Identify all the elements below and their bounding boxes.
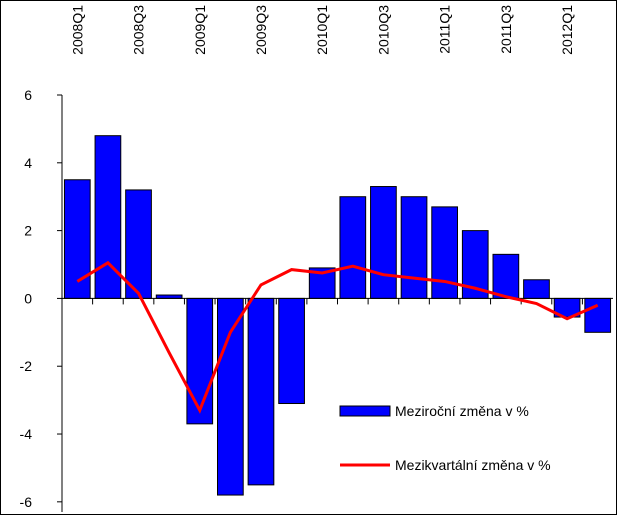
legend-label: Mezikvartální změna v % [395, 457, 551, 473]
x-tick-label: 2010Q3 [375, 5, 391, 55]
x-tick-label: 2009Q3 [253, 5, 269, 55]
bar [523, 279, 550, 299]
x-tick-label: 2011Q3 [498, 5, 514, 54]
x-tick-label: 2011Q1 [437, 5, 453, 54]
bar [186, 297, 214, 425]
bar [217, 297, 244, 496]
x-tick-label: 2008Q1 [69, 5, 85, 55]
legend-swatch [339, 405, 391, 417]
bar [278, 297, 305, 405]
legend-label: Meziroční změna v % [395, 403, 529, 419]
x-tick-label: 2009Q1 [192, 5, 208, 55]
x-tick-label: 2010Q1 [314, 5, 330, 55]
bar [247, 297, 275, 486]
line [76, 260, 599, 414]
bar [584, 297, 612, 333]
bar [400, 196, 428, 299]
x-tick-label: 2008Q3 [131, 5, 147, 55]
bar [492, 253, 520, 299]
y-tick-label: 6 [24, 87, 32, 103]
y-tick-label: -4 [20, 426, 33, 442]
bar [94, 135, 122, 299]
bar [63, 179, 91, 299]
y-tick-label: 4 [24, 155, 32, 171]
bar [370, 186, 397, 299]
y-tick-label: -2 [20, 358, 33, 374]
bar [125, 189, 152, 299]
y-tick-label: -6 [20, 494, 33, 510]
x-tick-label: 2012Q1 [559, 5, 575, 55]
bar [339, 196, 367, 299]
y-tick-label: 0 [24, 290, 32, 306]
y-tick-label: 2 [24, 223, 32, 239]
bar [155, 294, 183, 299]
